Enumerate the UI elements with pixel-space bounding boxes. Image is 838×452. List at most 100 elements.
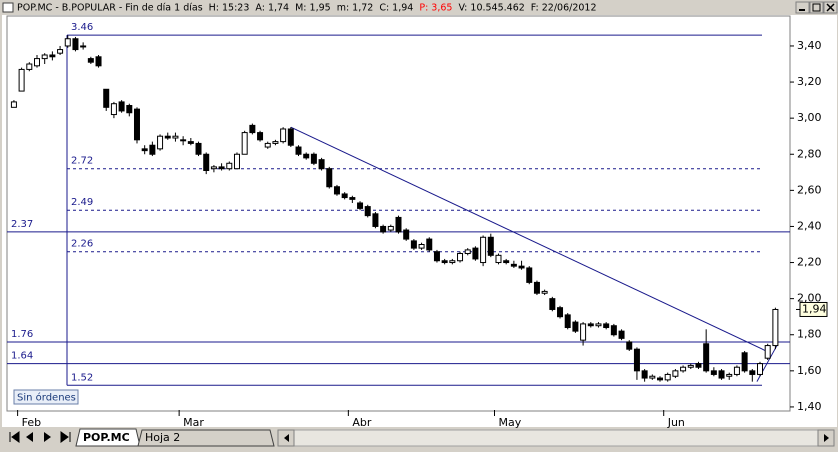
sheet-tab-label[interactable]: Hoja 2 — [145, 431, 180, 444]
candle-body — [480, 236, 487, 264]
candle-body — [149, 144, 156, 155]
nav-last[interactable] — [60, 431, 71, 443]
candle-body — [141, 148, 148, 152]
sheet-tab[interactable] — [137, 429, 275, 447]
candle-body — [95, 56, 102, 67]
sheet-nav[interactable] — [9, 431, 71, 443]
level-label: 2.26 — [71, 239, 93, 250]
candle-body — [26, 63, 33, 70]
title-icon — [2, 2, 14, 13]
y-tick-label: 2,80 — [797, 147, 822, 160]
candle-body — [49, 54, 56, 58]
candle-body — [349, 197, 356, 200]
y-tick-label: 3,20 — [797, 75, 822, 88]
candle-body — [641, 370, 648, 379]
candle-body — [310, 153, 317, 164]
candle-body — [410, 240, 417, 249]
candle-body — [257, 132, 264, 141]
minimize-button[interactable] — [795, 1, 810, 14]
candle-body — [595, 323, 602, 327]
candle-body — [649, 375, 656, 379]
candle-body — [718, 370, 725, 379]
candle-body — [687, 364, 694, 368]
candle-body — [533, 281, 540, 294]
nav-first[interactable] — [9, 431, 20, 443]
candle-body — [303, 153, 310, 159]
candle-body — [580, 323, 587, 341]
candle-body — [680, 366, 687, 372]
scrollbar[interactable] — [277, 429, 835, 447]
header-field: m: 1,72 — [337, 2, 374, 13]
candle-body — [603, 323, 610, 329]
candle-body — [772, 308, 779, 347]
candle-body — [18, 68, 25, 92]
scroll-right-icon — [824, 434, 829, 442]
candle-body — [210, 166, 217, 170]
candle-body — [72, 38, 79, 51]
candle-body — [272, 141, 279, 144]
header-field: POP.MC - B.POPULAR - Fin de día 1 días — [17, 2, 203, 13]
last-price-label: 1,94 — [802, 302, 827, 315]
candle-body — [757, 363, 764, 375]
candle-body — [633, 348, 640, 372]
candle-body — [364, 206, 371, 217]
y-tick-label: 1,60 — [797, 364, 822, 377]
candle-body — [64, 38, 71, 47]
x-tick-label: Mar — [183, 416, 204, 429]
orders-button-box[interactable] — [13, 389, 79, 405]
candle-body — [264, 142, 271, 148]
maximize-button[interactable] — [809, 1, 824, 14]
candle-body — [426, 238, 433, 251]
title-bar — [0, 0, 838, 15]
header-field: F: 22/06/2012 — [531, 2, 597, 13]
candle-body — [118, 101, 125, 112]
y-tick-label: 2,60 — [797, 183, 822, 196]
candle-body — [380, 225, 387, 233]
candle-body — [403, 229, 410, 240]
candle-body — [657, 377, 664, 381]
candle-body — [287, 128, 294, 146]
nav-next[interactable] — [44, 432, 51, 442]
candle-body — [710, 370, 717, 375]
candle-body — [180, 139, 187, 142]
candle-body — [549, 298, 556, 310]
candle-body — [464, 249, 471, 255]
y-tick-label: 3,40 — [797, 39, 822, 52]
close-icon — [826, 3, 835, 12]
orders-button[interactable]: Sin órdenes — [13, 389, 79, 405]
candle-body — [333, 186, 340, 195]
candle-body — [587, 323, 594, 327]
header-field: H: 15:23 — [209, 2, 250, 13]
candle-body — [495, 254, 502, 264]
trend-line — [290, 126, 771, 354]
candle-body — [703, 343, 710, 372]
candle-body — [203, 153, 210, 171]
window-buttons[interactable] — [795, 1, 838, 14]
candle-body — [733, 366, 740, 375]
candle-body — [764, 345, 771, 359]
candle-body — [695, 363, 702, 368]
candle-body — [418, 243, 425, 249]
orders-button-label[interactable]: Sin órdenes — [17, 392, 76, 404]
candle-body — [87, 58, 94, 63]
candle-body — [395, 216, 402, 233]
candle-body — [372, 213, 379, 227]
candle-body — [572, 321, 579, 332]
candle-body — [126, 105, 133, 114]
header-field: C: 1,94 — [379, 2, 413, 13]
candle-body — [626, 341, 633, 350]
candle-body — [541, 290, 548, 294]
candle-body — [41, 54, 48, 60]
sheet-tab-active[interactable] — [75, 428, 141, 447]
x-tick-label: Jun — [667, 416, 685, 429]
candle-body — [341, 193, 348, 199]
candle-body — [449, 260, 456, 264]
nav-prev[interactable] — [26, 432, 33, 442]
y-tick-label: 1,40 — [797, 400, 822, 413]
x-tick-label: Abr — [352, 416, 372, 429]
header-field: P: 3,65 — [419, 2, 452, 13]
candle-body — [33, 58, 40, 67]
level-label: 1.76 — [11, 329, 33, 340]
sheet-tab-label[interactable]: POP.MC — [83, 431, 130, 444]
candle-body — [610, 325, 617, 336]
